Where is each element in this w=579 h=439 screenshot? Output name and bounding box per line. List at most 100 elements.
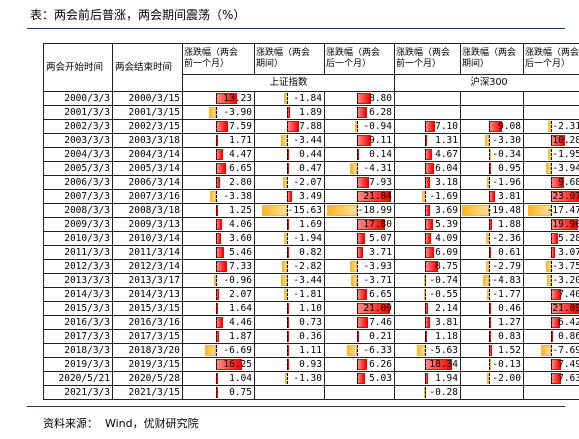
value-label: 3.69: [435, 204, 458, 216]
data-bar-axis: [489, 261, 491, 272]
value-cell: 1.88: [460, 217, 524, 232]
value-label: -1.77: [492, 288, 521, 300]
data-bar-axis: [424, 177, 426, 188]
header-csi300-before-month: 涨跌幅（两会前一个月）: [394, 43, 461, 75]
negative-data-bar: [326, 205, 357, 216]
value-cell: -0.94: [324, 119, 395, 134]
data-bar-area: [396, 275, 459, 286]
value-cell: 1.94: [394, 371, 461, 386]
value-label: -1.69: [429, 190, 458, 202]
data-bar-axis: [286, 219, 288, 230]
data-bar-area: [525, 331, 579, 342]
value-cell: -7.69: [523, 343, 579, 358]
negative-data-bar: [486, 233, 490, 244]
value-label: 5.46: [229, 246, 252, 258]
data-bar-axis: [424, 135, 426, 146]
empty-cell: [460, 105, 524, 120]
end-date-cell: 2021/3/15: [112, 385, 183, 400]
data-bar-area: [525, 149, 579, 160]
data-bar-axis: [356, 135, 358, 146]
data-bar-area: [326, 93, 393, 104]
table-row: 2006/3/3 2006/3/14 2.80 -2.07 7.93 3.18 -1.96 9…: [43, 175, 579, 190]
data-bar-area: [184, 177, 253, 188]
header-label: 涨跌幅（两会期间）: [256, 48, 311, 69]
value-cell: 17.80: [324, 217, 395, 232]
value-label: 5.28: [558, 232, 579, 244]
empty-cell: [394, 91, 461, 106]
value-label: 7.10: [435, 120, 458, 132]
end-date-cell: 2004/3/14: [112, 147, 183, 162]
data-table: 两会开始时间 两会结束时间 涨跌幅（两会前一个月） 涨跌幅（两会期间） 涨跌幅（…: [43, 43, 579, 400]
value-cell: 5.28: [523, 231, 579, 246]
empty-cell: [324, 385, 395, 400]
data-bar-axis: [356, 275, 358, 286]
start-date-cell: 2003/3/3: [43, 133, 113, 148]
data-bar-axis: [356, 261, 358, 272]
data-bar-axis: [286, 261, 288, 272]
value-cell: 1.87: [182, 329, 255, 344]
negative-data-bar: [204, 345, 216, 356]
value-label: -4.83: [492, 274, 521, 286]
value-cell: -19.48: [460, 203, 524, 218]
value-label: -6.33: [363, 344, 392, 356]
end-date-cell: 2011/3/14: [112, 245, 183, 260]
data-bar-axis: [356, 233, 358, 244]
data-bar-axis: [551, 149, 553, 160]
data-bar-area: [462, 163, 522, 174]
value-cell: 1.64: [182, 301, 255, 316]
start-date-cell: 2014/3/3: [43, 287, 113, 302]
data-bar-area: [184, 359, 253, 370]
data-bar-axis: [489, 219, 491, 230]
value-label: 0.36: [299, 330, 322, 342]
data-bar-axis: [424, 275, 426, 286]
header-row-columns: 两会开始时间 两会结束时间 涨跌幅（两会前一个月） 涨跌幅（两会期间） 涨跌幅（…: [43, 43, 579, 92]
value-label: 1.69: [299, 218, 322, 230]
data-bar-area: [256, 275, 323, 286]
negative-data-bar: [422, 191, 425, 202]
value-label: 6.09: [435, 246, 458, 258]
value-cell: 1.25: [182, 203, 255, 218]
value-label: 21.09: [363, 302, 392, 314]
negative-data-bar: [486, 177, 490, 188]
data-bar-area: [462, 317, 522, 328]
value-cell: 1.69: [254, 217, 325, 232]
negative-data-bar: [214, 275, 217, 286]
data-bar-axis: [286, 373, 288, 384]
start-date-cell: 2015/3/3: [43, 301, 113, 316]
data-bar-axis: [489, 233, 491, 244]
value-label: -18.99: [357, 204, 392, 216]
data-bar-area: [256, 359, 323, 370]
negative-data-bar: [283, 177, 287, 188]
value-label: 1.71: [229, 134, 252, 146]
data-bar-area: [462, 219, 522, 230]
start-date-cell: 2008/3/3: [43, 203, 113, 218]
value-cell: 1.11: [254, 343, 325, 358]
data-bar-axis: [356, 149, 358, 160]
value-cell: 7.40: [523, 287, 579, 302]
data-bar-axis: [356, 373, 358, 384]
data-bar-axis: [286, 303, 288, 314]
start-date-cell: 2007/3/3: [43, 189, 113, 204]
data-bar-axis: [356, 219, 358, 230]
data-bar-area: [326, 191, 393, 202]
data-bar-area: [184, 289, 253, 300]
data-bar-axis: [356, 317, 358, 328]
data-bar-axis: [489, 331, 491, 342]
data-bar-area: [326, 163, 393, 174]
value-label: 1.88: [498, 218, 521, 230]
data-bar-area: [256, 93, 323, 104]
start-date-cell: 2017/3/3: [43, 329, 113, 344]
data-bar-area: [396, 177, 459, 188]
data-bar-area: [184, 135, 253, 146]
value-label: 1.87: [229, 330, 252, 342]
value-cell: 4.47: [182, 147, 255, 162]
value-label: 9.08: [498, 120, 521, 132]
empty-cell: [254, 385, 325, 400]
data-bar-area: [525, 247, 579, 258]
start-date-cell: 2018/3/3: [43, 343, 113, 358]
value-label: 3.60: [229, 232, 252, 244]
data-bar-axis: [356, 331, 358, 342]
value-label: -3.75: [552, 260, 579, 272]
negative-data-bar: [548, 121, 552, 132]
